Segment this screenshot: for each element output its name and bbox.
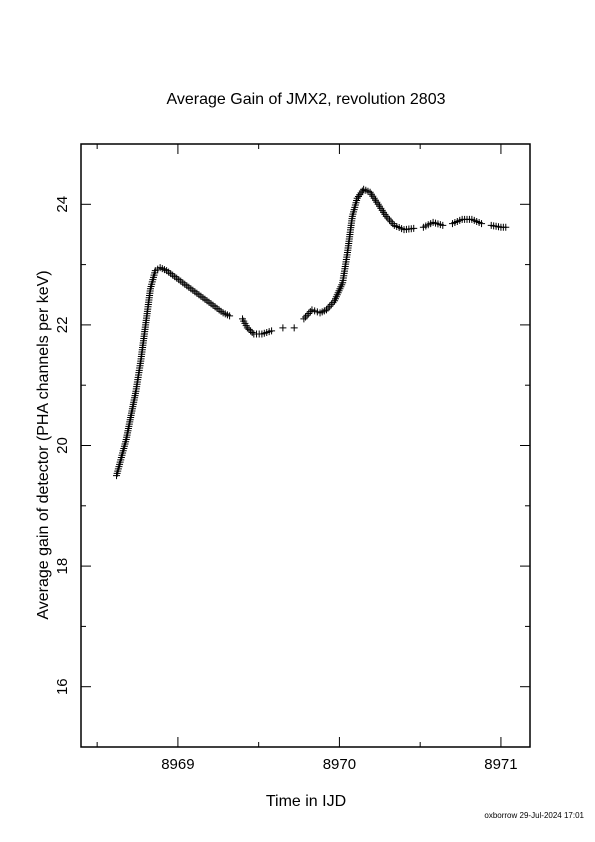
y-tick-label: 20	[54, 437, 71, 454]
y-tick-label: 22	[54, 317, 71, 334]
data-point	[357, 189, 365, 197]
data-point	[300, 315, 308, 323]
data-point	[243, 324, 251, 332]
y-tick-label: 16	[54, 678, 71, 695]
tick-labels: 8969 8970 8971 16 18 20 22 24	[54, 196, 518, 773]
data-point	[324, 304, 332, 312]
data-point	[322, 306, 330, 314]
data-point	[302, 313, 309, 321]
data-point	[268, 327, 276, 335]
data-point	[329, 299, 337, 307]
data-point	[245, 325, 253, 333]
data-point	[389, 220, 397, 228]
x-tick-label: 8971	[484, 756, 517, 773]
data-markers	[113, 185, 510, 480]
data-point	[439, 221, 447, 229]
data-point	[387, 218, 395, 226]
data-point	[305, 309, 313, 317]
y-tick-label: 24	[54, 196, 71, 213]
axis-ticks	[81, 143, 530, 748]
data-point	[384, 214, 392, 222]
plot-frame	[80, 143, 531, 748]
data-point	[502, 223, 510, 231]
footer-stamp: oxborrow 29-Jul-2024 17:01	[484, 811, 584, 820]
data-point	[478, 220, 486, 228]
data-point	[248, 328, 256, 336]
data-point	[247, 327, 255, 335]
y-axis-label: Average gain of detector (PHA channels p…	[35, 270, 52, 619]
data-point	[410, 224, 418, 232]
x-tick-label: 8969	[161, 756, 194, 773]
x-axis-label: Time in IJD	[266, 793, 346, 810]
data-point	[327, 300, 335, 308]
data-point	[290, 324, 298, 332]
data-point	[226, 312, 234, 320]
chart-title: Average Gain of JMX2, revolution 2803	[167, 91, 446, 108]
data-point	[356, 191, 364, 199]
data-point	[382, 212, 390, 220]
data-point	[279, 324, 287, 332]
data-point	[354, 192, 362, 200]
data-point	[303, 311, 311, 319]
data-point	[326, 302, 334, 310]
data-point	[306, 308, 314, 316]
data-point	[385, 216, 393, 224]
y-tick-label: 18	[54, 558, 71, 575]
x-tick-label: 8970	[323, 756, 356, 773]
data-point	[353, 194, 361, 202]
